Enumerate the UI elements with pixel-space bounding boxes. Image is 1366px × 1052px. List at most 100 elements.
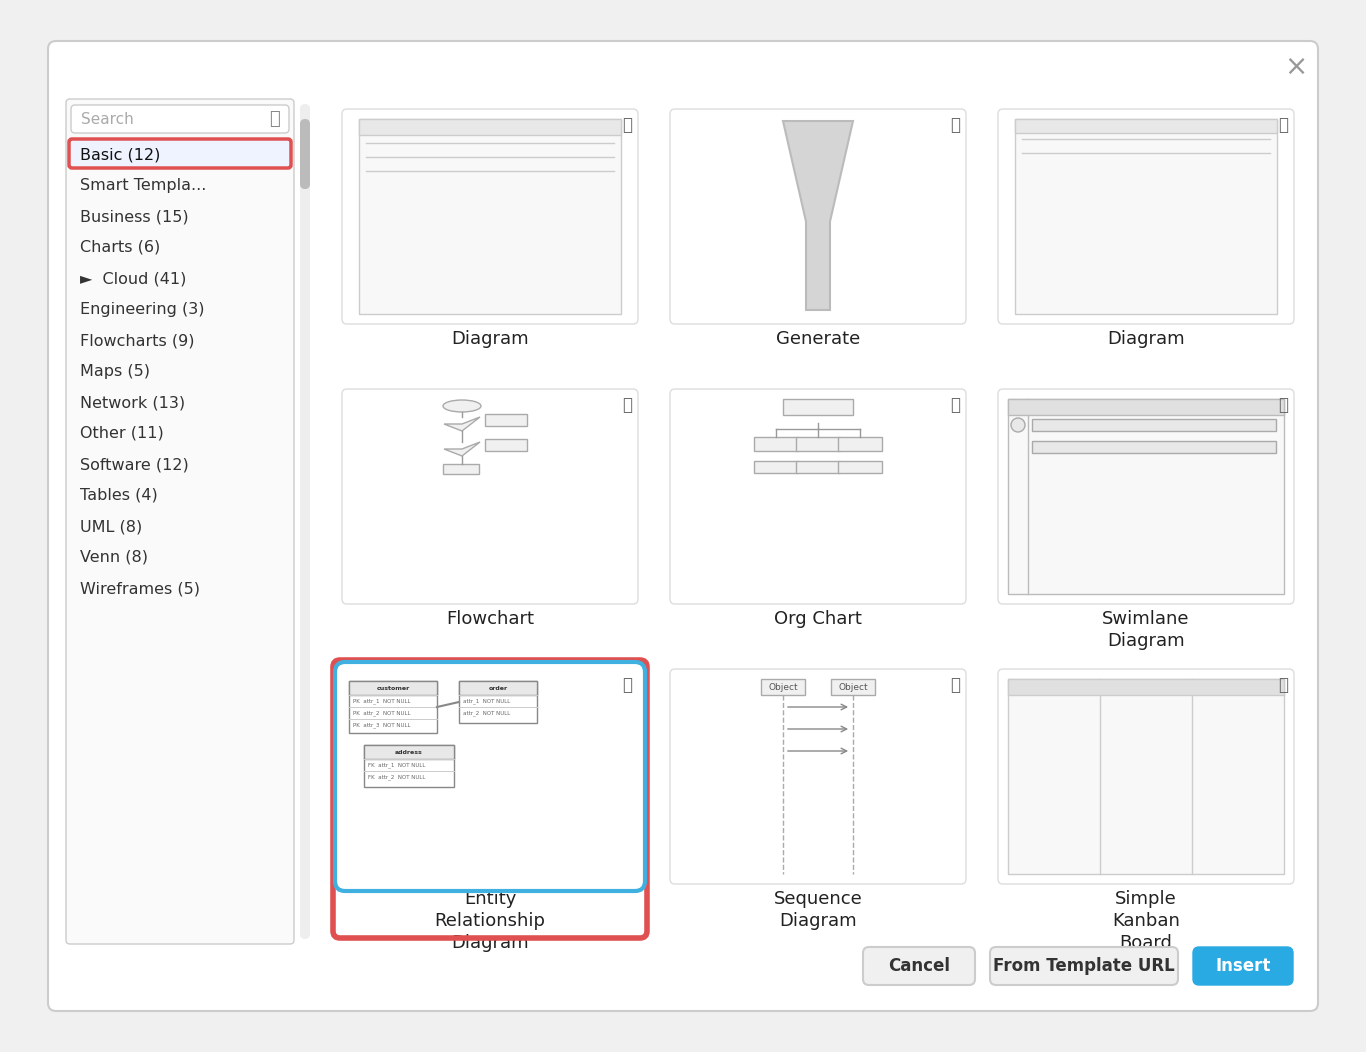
Bar (359, 119, 622, 135)
Text: Engineering (3): Engineering (3) (81, 302, 205, 317)
Text: Entity
Relationship
Diagram: Entity Relationship Diagram (434, 890, 545, 952)
FancyBboxPatch shape (1193, 947, 1294, 985)
Text: Venn (8): Venn (8) (81, 550, 148, 565)
Bar (783, 399, 852, 414)
Text: PK  attr_3  NOT NULL: PK attr_3 NOT NULL (352, 722, 411, 728)
Text: attr_1  NOT NULL: attr_1 NOT NULL (463, 699, 511, 704)
Text: Other (11): Other (11) (81, 426, 164, 441)
FancyBboxPatch shape (342, 389, 638, 604)
Text: ×: × (1284, 53, 1307, 81)
Ellipse shape (443, 400, 481, 412)
Text: ⌕: ⌕ (949, 676, 960, 694)
FancyBboxPatch shape (999, 109, 1294, 324)
Bar (1015, 119, 1277, 133)
Text: Cancel: Cancel (888, 957, 949, 975)
Text: ⌕: ⌕ (1279, 676, 1288, 694)
FancyBboxPatch shape (999, 669, 1294, 884)
FancyBboxPatch shape (669, 389, 966, 604)
FancyBboxPatch shape (999, 389, 1294, 604)
Text: From Template URL: From Template URL (993, 957, 1175, 975)
Bar (348, 681, 437, 695)
Text: Business (15): Business (15) (81, 209, 189, 224)
Text: ⌕: ⌕ (622, 396, 632, 414)
Bar (837, 437, 882, 451)
Text: Generate: Generate (776, 330, 861, 348)
Text: Network (13): Network (13) (81, 394, 186, 410)
Text: Diagram: Diagram (451, 330, 529, 348)
Polygon shape (444, 417, 479, 431)
Text: Insert: Insert (1216, 957, 1270, 975)
FancyBboxPatch shape (335, 662, 645, 891)
Text: Wireframes (5): Wireframes (5) (81, 581, 199, 596)
Text: ⌕: ⌕ (949, 396, 960, 414)
Text: attr_2  NOT NULL: attr_2 NOT NULL (463, 710, 511, 715)
Bar (443, 464, 479, 474)
Bar (1008, 679, 1284, 874)
FancyBboxPatch shape (71, 105, 290, 133)
FancyBboxPatch shape (301, 119, 310, 189)
Text: ⌕: ⌕ (1279, 396, 1288, 414)
FancyBboxPatch shape (66, 99, 294, 944)
Bar (831, 679, 876, 695)
Text: UML (8): UML (8) (81, 519, 142, 534)
Bar (1031, 419, 1276, 431)
Text: Maps (5): Maps (5) (81, 364, 150, 379)
Bar (459, 681, 537, 723)
Text: PK  attr_1  NOT NULL: PK attr_1 NOT NULL (352, 699, 411, 704)
Bar (1008, 399, 1284, 414)
Bar (754, 461, 798, 473)
FancyBboxPatch shape (990, 947, 1177, 985)
Text: Tables (4): Tables (4) (81, 488, 157, 503)
Bar (796, 461, 840, 473)
Text: ⌕: ⌕ (622, 676, 632, 694)
Text: PK  attr_2  NOT NULL: PK attr_2 NOT NULL (352, 710, 411, 715)
FancyBboxPatch shape (342, 109, 638, 324)
Text: ►  Cloud (41): ► Cloud (41) (81, 271, 186, 286)
Text: Flowchart: Flowchart (447, 610, 534, 628)
Text: Org Chart: Org Chart (775, 610, 862, 628)
Bar (1008, 399, 1284, 594)
Text: ⌕: ⌕ (622, 116, 632, 134)
Text: Smart Templa...: Smart Templa... (81, 178, 206, 193)
Text: Charts (6): Charts (6) (81, 240, 160, 255)
Bar (761, 679, 805, 695)
FancyBboxPatch shape (669, 669, 966, 884)
Circle shape (1011, 418, 1024, 432)
Bar (1015, 119, 1277, 313)
Bar (796, 437, 840, 451)
Text: Object: Object (839, 683, 867, 691)
Text: ⌕: ⌕ (1279, 116, 1288, 134)
Text: address: address (395, 749, 423, 754)
Bar (359, 119, 622, 313)
Text: FK  attr_1  NOT NULL: FK attr_1 NOT NULL (367, 762, 425, 768)
FancyBboxPatch shape (863, 947, 975, 985)
Text: Sequence
Diagram: Sequence Diagram (773, 890, 862, 930)
Bar (1008, 679, 1284, 695)
Text: ⌕: ⌕ (269, 110, 280, 128)
Text: customer: customer (377, 686, 410, 690)
Bar (459, 681, 537, 695)
Text: Diagram: Diagram (1108, 330, 1184, 348)
Bar (485, 414, 527, 426)
Text: Object: Object (768, 683, 798, 691)
Bar (754, 437, 798, 451)
FancyBboxPatch shape (48, 41, 1318, 1011)
Text: Swimlane
Diagram: Swimlane Diagram (1102, 610, 1190, 650)
Polygon shape (444, 442, 479, 456)
Bar (485, 439, 527, 451)
Text: Flowcharts (9): Flowcharts (9) (81, 333, 194, 348)
Text: Search: Search (81, 112, 134, 126)
Bar (1031, 441, 1276, 453)
Bar (837, 461, 882, 473)
FancyBboxPatch shape (70, 139, 291, 168)
FancyBboxPatch shape (669, 109, 966, 324)
Text: Simple
Kanban
Board: Simple Kanban Board (1112, 890, 1180, 952)
Text: Basic (12): Basic (12) (81, 147, 160, 162)
Text: order: order (489, 686, 508, 690)
Bar (348, 681, 437, 733)
Bar (363, 745, 454, 787)
Text: Software (12): Software (12) (81, 457, 189, 472)
Text: ⌕: ⌕ (949, 116, 960, 134)
Bar (363, 745, 454, 758)
Text: FK  attr_2  NOT NULL: FK attr_2 NOT NULL (367, 774, 425, 780)
